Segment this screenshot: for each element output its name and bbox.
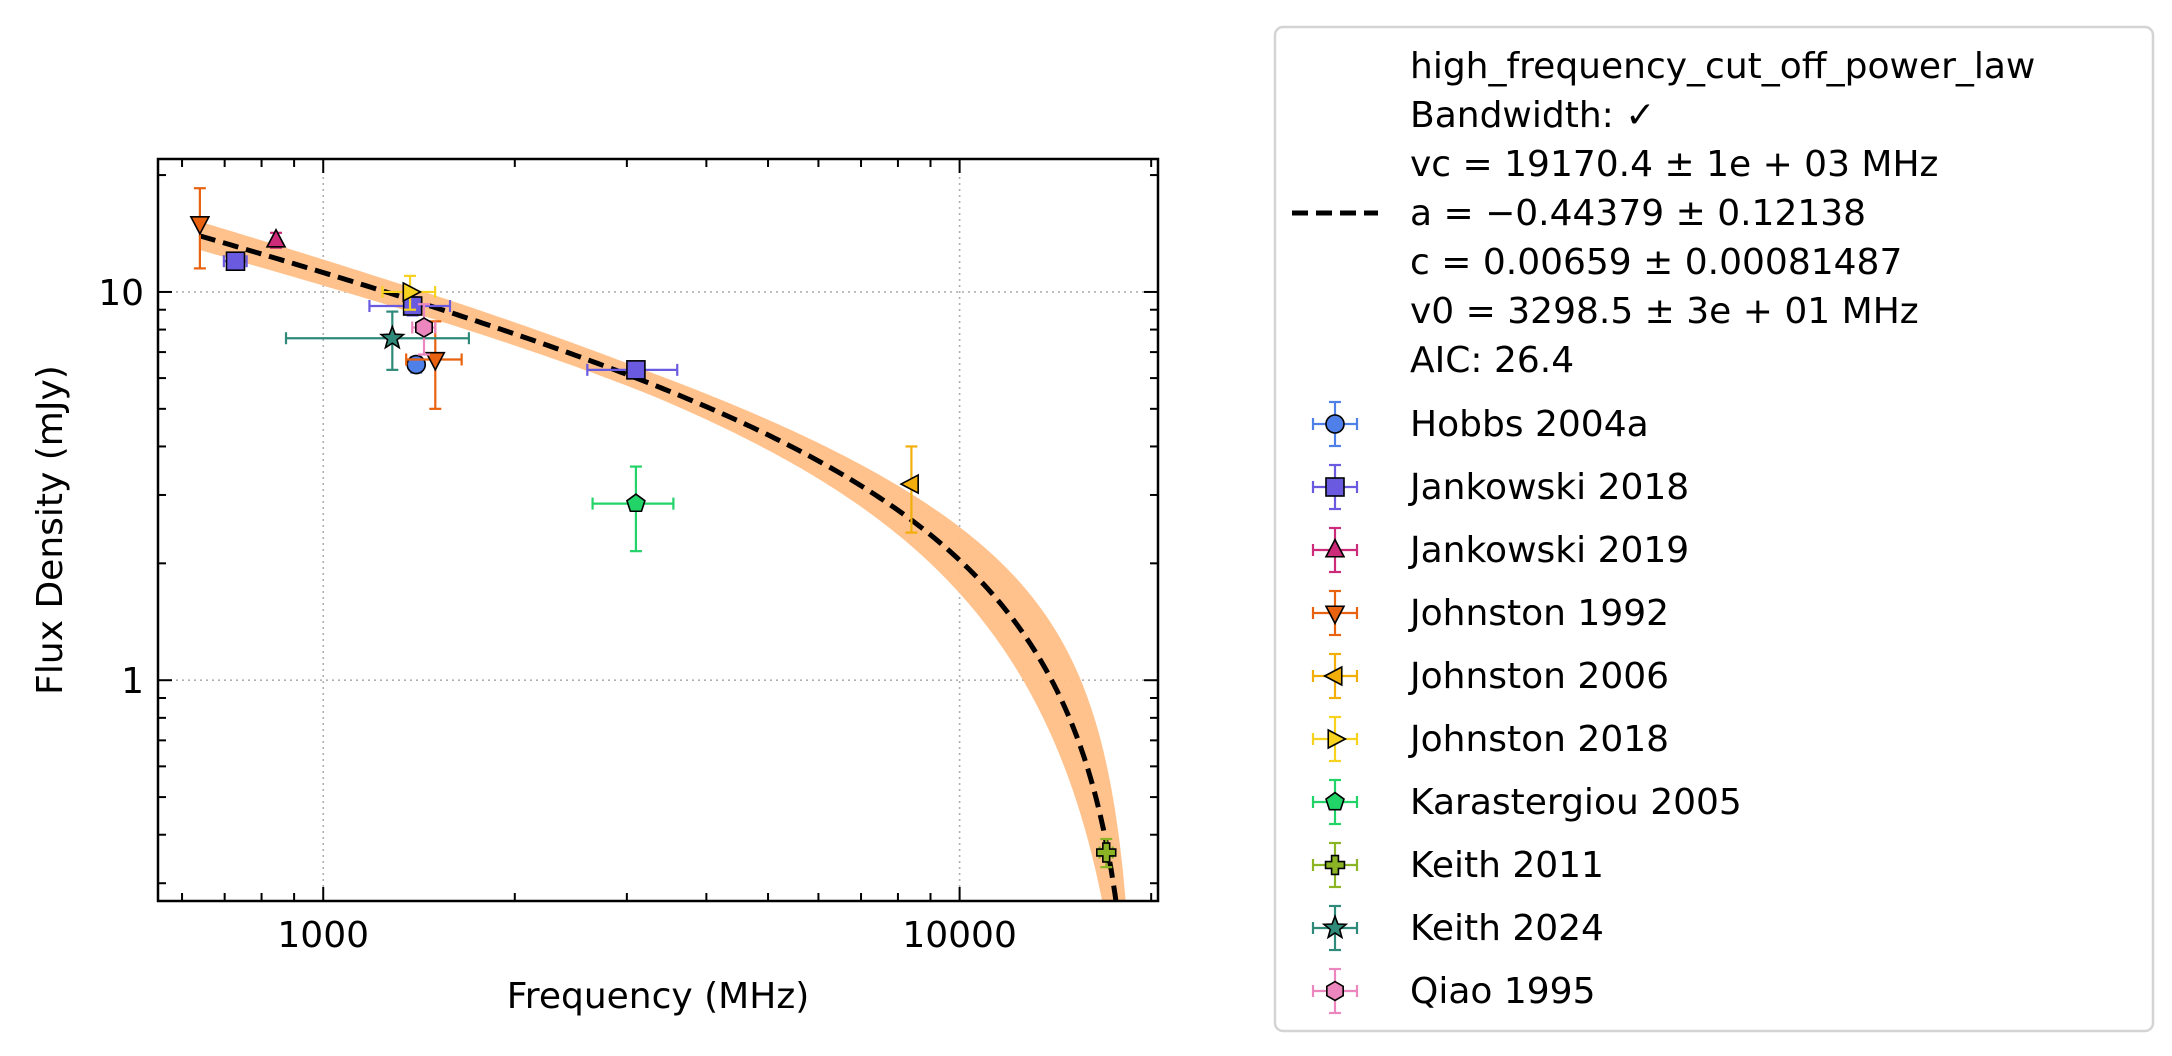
legend-label-karastergiou-2005: Karastergiou 2005: [1410, 782, 1742, 823]
legend-fit-text: c = 0.00659 ± 0.00081487: [1410, 242, 1902, 283]
legend-label-qiao-1995: Qiao 1995: [1410, 971, 1595, 1012]
legend-marker-hobbs-2004a: [1325, 414, 1345, 434]
y-tick-label: 1: [121, 661, 144, 702]
point-keith-2011: [1096, 842, 1117, 863]
point-johnston-1992: [189, 216, 211, 236]
legend-label-johnston-2018: Johnston 2018: [1408, 719, 1669, 760]
legend-label-johnston-1992: Johnston 1992: [1408, 593, 1669, 634]
legend-fit-text: a = −0.44379 ± 0.12138: [1410, 193, 1866, 234]
legend-marker-jankowski-2018: [1325, 477, 1345, 497]
point-hobbs-2004a: [406, 354, 427, 375]
legend-label-hobbs-2004a: Hobbs 2004a: [1410, 404, 1649, 445]
legend-marker-karastergiou-2005: [1325, 791, 1345, 811]
point-johnston-2018: [402, 281, 423, 303]
fit-line: [199, 233, 1119, 901]
legend: high_frequency_cut_off_power_law Bandwidt…: [1273, 25, 2155, 1033]
legend-fit-text: v0 = 3298.5 ± 3e + 01 MHz: [1410, 291, 1919, 332]
legend-fit-text: high_frequency_cut_off_power_law: [1410, 46, 2035, 87]
point-johnston-2006: [899, 473, 919, 495]
y-axis-label: Flux Density (mJy): [30, 365, 71, 695]
legend-marker-johnston-1992: [1324, 605, 1346, 626]
grid-lines: [158, 159, 1158, 901]
point-qiao-1995: [415, 317, 433, 338]
legend-fit-text: Bandwidth: ✓: [1410, 95, 1655, 136]
fit-curve: [199, 233, 1119, 901]
legend-label-johnston-2006: Johnston 2006: [1408, 656, 1669, 697]
point-jankowski-2018: [626, 360, 646, 380]
legend-label-jankowski-2018: Jankowski 2018: [1408, 467, 1689, 508]
legend-fit-text: AIC: 26.4: [1410, 340, 1574, 381]
point-jankowski-2019: [265, 228, 287, 248]
fit-band-area: [199, 221, 1126, 901]
x-tick-label: 10000: [902, 915, 1017, 956]
legend-marker-keith-2024: [1321, 914, 1349, 940]
point-keith-2024: [379, 324, 406, 350]
x-axis-label: Frequency (MHz): [507, 976, 810, 1017]
legend-label-keith-2024: Keith 2024: [1410, 908, 1604, 949]
legend-marker-johnston-2018: [1327, 728, 1348, 750]
legend-marker-keith-2011: [1324, 854, 1346, 876]
legend-marker-qiao-1995: [1326, 980, 1344, 1002]
point-johnston-1992: [424, 351, 446, 372]
legend-label-keith-2011: Keith 2011: [1410, 845, 1604, 886]
axis-ticks: 1000 10000 1 10: [98, 159, 1158, 956]
legend-marker-johnston-2006: [1322, 665, 1343, 687]
legend-fit-text: vc = 19170.4 ± 1e + 03 MHz: [1410, 144, 1938, 185]
fit-uncertainty-band: [199, 221, 1126, 901]
point-jankowski-2018: [225, 251, 246, 272]
point-karastergiou-2005: [625, 493, 646, 513]
y-tick-label: 10: [98, 273, 144, 314]
legend-marker-jankowski-2019: [1324, 537, 1346, 558]
data-points: [189, 187, 1117, 869]
legend-label-jankowski-2019: Jankowski 2019: [1408, 530, 1689, 571]
x-tick-label: 1000: [277, 915, 369, 956]
legend-frame: [1273, 25, 2155, 1033]
plot-frame: [156, 157, 1160, 903]
